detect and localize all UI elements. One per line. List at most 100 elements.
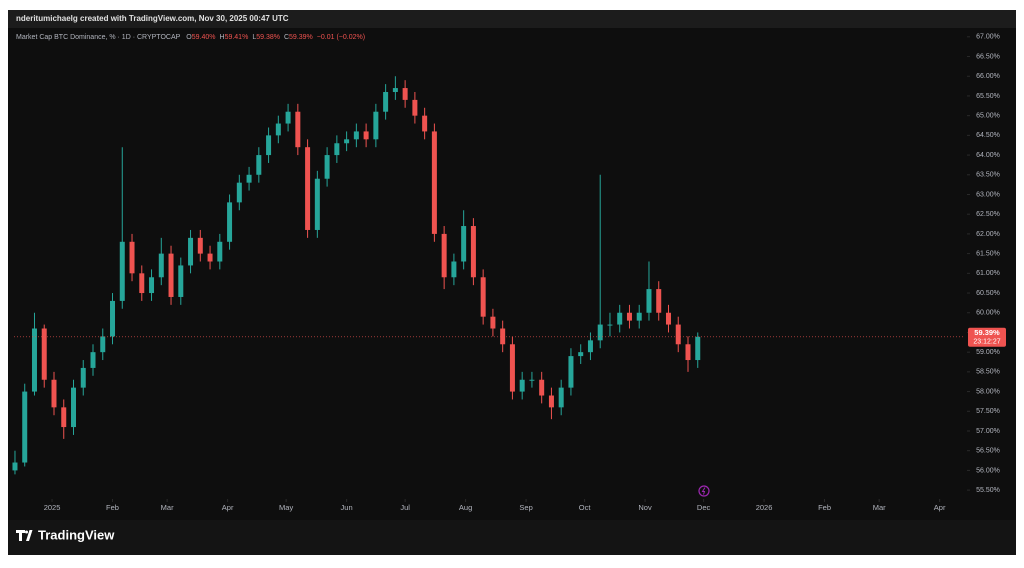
candle-body — [665, 312, 671, 325]
footer-bar — [8, 520, 1016, 555]
candle-body — [431, 131, 437, 234]
candle-body — [80, 367, 86, 388]
x-tick-label: Aug — [459, 503, 472, 512]
y-tick-label: 60.50% — [976, 290, 1000, 297]
candle-body — [295, 111, 301, 148]
last-price-box — [968, 327, 1006, 347]
candle-body — [353, 131, 359, 140]
y-tick-label: 57.00% — [976, 428, 1000, 435]
candle-body — [402, 88, 408, 100]
y-tick-label: 65.50% — [976, 93, 1000, 100]
legend-value: 59.41% — [225, 34, 249, 41]
candle-body — [480, 277, 486, 317]
x-tick-label: Jul — [400, 503, 410, 512]
y-tick-label: 61.50% — [976, 250, 1000, 257]
candle-body — [70, 387, 76, 428]
x-tick-label: Sep — [519, 503, 532, 512]
y-tick-label: 65.00% — [976, 113, 1000, 120]
candle-body — [636, 312, 642, 321]
candle-body — [617, 312, 623, 325]
candle-body — [90, 352, 96, 368]
candle-body — [441, 233, 447, 278]
candle-body — [373, 111, 379, 140]
header-text: nderitumichaelg created with TradingView… — [16, 14, 289, 23]
candle-body — [256, 155, 262, 175]
y-tick-label: 62.50% — [976, 211, 1000, 218]
candle-body — [100, 336, 106, 353]
candle-body — [12, 462, 18, 471]
candle-body — [646, 289, 652, 313]
y-tick-label: 64.00% — [976, 152, 1000, 159]
candle-body — [656, 289, 662, 313]
candle-body — [61, 407, 67, 428]
candle-body — [41, 328, 47, 380]
candle-body — [470, 226, 476, 278]
candle-body — [578, 352, 584, 357]
candle-body — [695, 336, 701, 361]
legend-value: 59.40% — [192, 34, 216, 41]
candle-body — [236, 182, 242, 203]
brand-logo — [16, 530, 33, 541]
y-tick-label: 63.50% — [976, 172, 1000, 179]
legend-value: 59.39% — [289, 34, 313, 41]
candle-body — [31, 328, 37, 392]
x-tick-label: Jun — [341, 503, 353, 512]
y-tick-label: 64.50% — [976, 132, 1000, 139]
y-tick-label: 61.00% — [976, 270, 1000, 277]
candle-body — [305, 147, 311, 230]
candle-body — [207, 253, 213, 262]
legend-key: L — [252, 34, 256, 41]
x-tick-label: Feb — [818, 503, 831, 512]
candle-body — [334, 143, 340, 156]
candle-body — [246, 174, 252, 183]
legend-key: O — [186, 34, 192, 41]
candle-body — [587, 340, 593, 353]
legend-value: 59.38% — [256, 34, 280, 41]
candle-body — [285, 111, 291, 124]
candle-body — [568, 356, 574, 388]
x-tick-label: Dec — [697, 503, 711, 512]
candle-body — [149, 277, 155, 294]
candle-body — [412, 99, 418, 116]
y-tick-label: 58.50% — [976, 369, 1000, 376]
legend: Market Cap BTC Dominance, % · 1D · CRYPT… — [16, 34, 365, 41]
x-tick-label: May — [279, 503, 293, 512]
candle-body — [519, 379, 525, 392]
candle-body — [119, 241, 125, 301]
y-tick-label: 62.00% — [976, 231, 1000, 238]
candle-body — [139, 273, 145, 294]
candle-body — [529, 379, 535, 381]
candle-body — [22, 391, 28, 463]
candle-body — [266, 135, 272, 156]
x-tick-label: Oct — [579, 503, 592, 512]
x-tick-label: Apr — [222, 503, 234, 512]
candle-body — [275, 123, 281, 136]
candle-body — [461, 226, 467, 262]
candle-body — [451, 261, 457, 278]
y-tick-label: 63.00% — [976, 191, 1000, 198]
last-price-label: 59.39% — [974, 328, 1000, 337]
candle-body — [314, 178, 320, 230]
legend-change: −0.01 (−0.02%) — [317, 34, 365, 41]
y-tick-label: 58.00% — [976, 388, 1000, 395]
x-tick-label: Nov — [638, 503, 652, 512]
candle-body — [539, 379, 545, 396]
y-tick-label: 57.50% — [976, 408, 1000, 415]
x-tick-label: 2025 — [44, 503, 61, 512]
candle-body — [392, 88, 398, 93]
x-tick-label: 2026 — [756, 503, 773, 512]
candle-body — [110, 300, 116, 337]
candle-body — [558, 387, 564, 408]
y-tick-label: 59.00% — [976, 349, 1000, 356]
header-bar — [8, 10, 1016, 28]
candle-body — [344, 139, 350, 144]
x-tick-label: Mar — [161, 503, 174, 512]
x-tick-label: Feb — [106, 503, 119, 512]
candle-body — [607, 324, 613, 326]
candle-body — [168, 253, 174, 297]
x-tick-label: Mar — [873, 503, 886, 512]
candle-body — [363, 131, 369, 140]
y-tick-label: 56.00% — [976, 467, 1000, 474]
